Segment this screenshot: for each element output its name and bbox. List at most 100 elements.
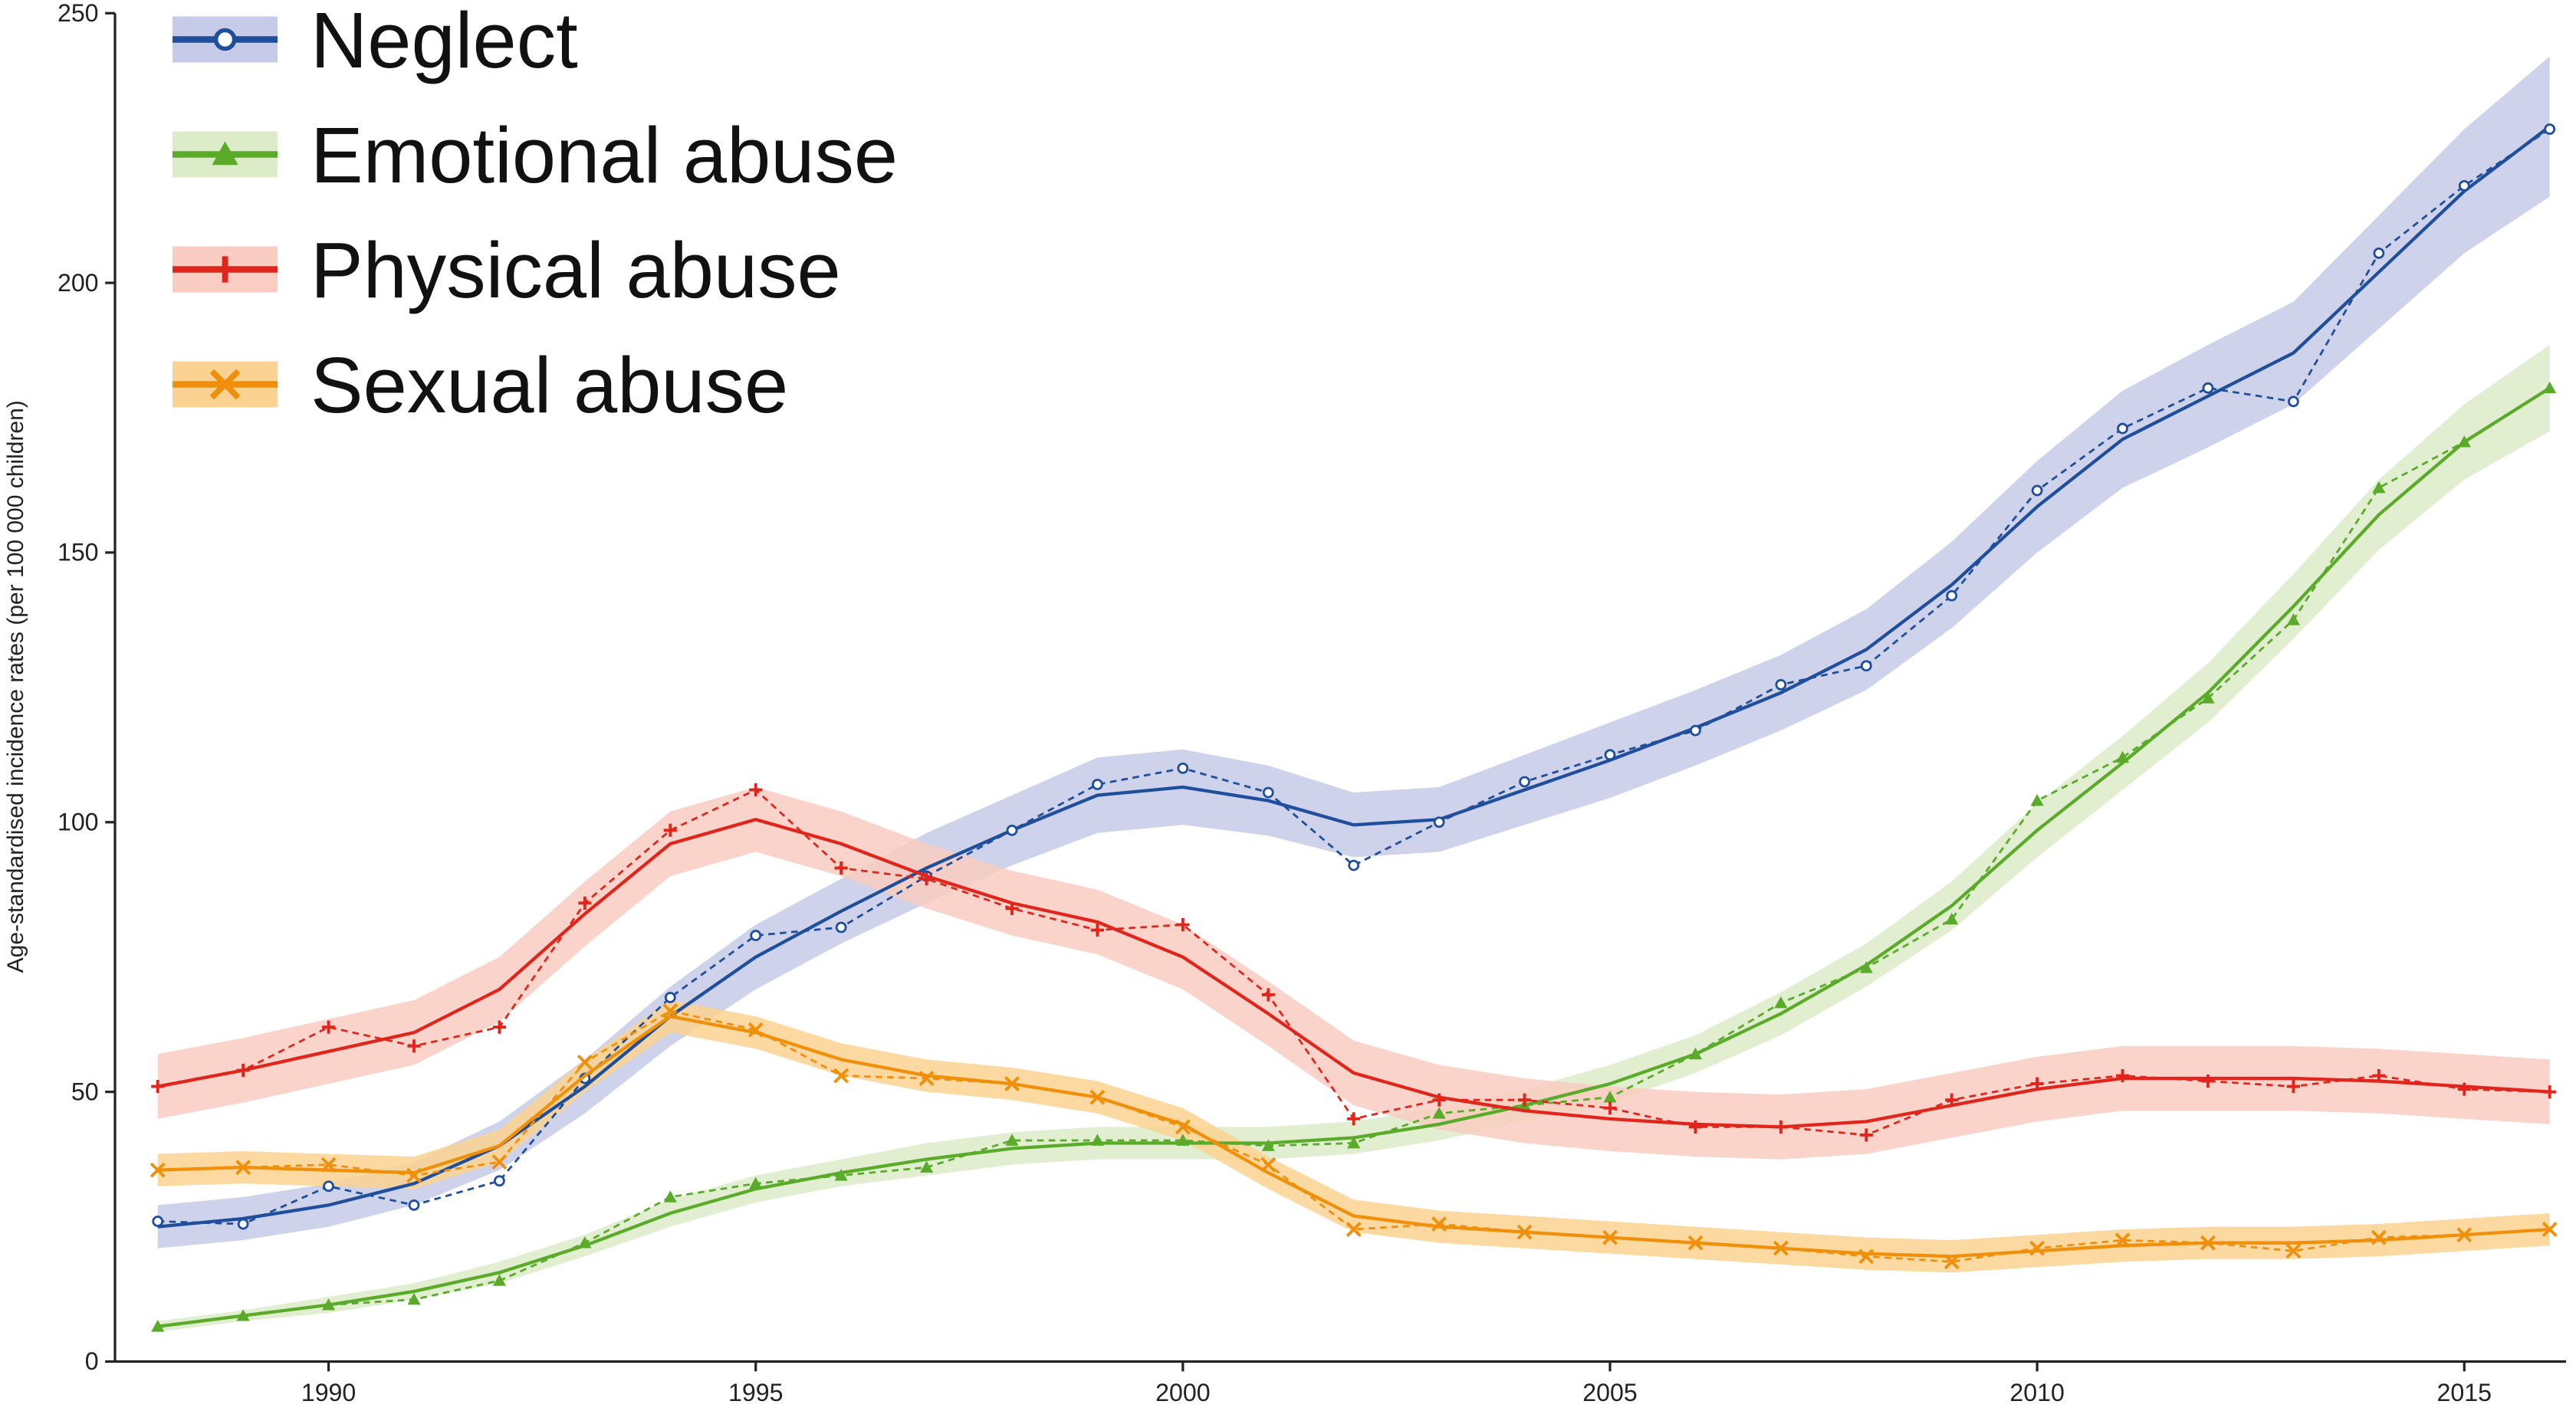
marker bbox=[2116, 750, 2130, 763]
marker bbox=[1602, 1229, 1618, 1245]
marker bbox=[1348, 859, 1360, 871]
marker bbox=[2201, 1074, 2215, 1088]
x-tick-label: 2000 bbox=[1155, 1379, 1210, 1406]
y-tick-label: 0 bbox=[85, 1347, 99, 1375]
uncertainty-band bbox=[157, 787, 2550, 1160]
marker bbox=[1260, 1157, 1276, 1173]
marker bbox=[833, 1068, 849, 1084]
marker bbox=[406, 1167, 422, 1183]
marker bbox=[2372, 481, 2386, 494]
marker bbox=[408, 1199, 420, 1211]
legend-label: Neglect bbox=[310, 0, 578, 84]
marker bbox=[2116, 1068, 2130, 1083]
legend-item: Physical abuse bbox=[172, 226, 841, 314]
legend-item: Neglect bbox=[172, 0, 578, 84]
marker bbox=[1347, 1112, 1361, 1126]
marker bbox=[1177, 763, 1189, 774]
observed-line bbox=[157, 128, 2551, 1225]
marker bbox=[664, 992, 676, 1003]
legend-label: Emotional abuse bbox=[310, 111, 898, 199]
x-tick-label: 1995 bbox=[728, 1379, 783, 1406]
marker bbox=[1089, 1089, 1106, 1105]
marker bbox=[750, 930, 762, 941]
marker bbox=[150, 1162, 166, 1178]
marker bbox=[1774, 1120, 1788, 1134]
legend-label: Physical abuse bbox=[310, 226, 841, 314]
marker bbox=[663, 823, 677, 837]
x-tick-label: 2005 bbox=[1582, 1379, 1637, 1406]
marker bbox=[407, 1293, 421, 1305]
marker bbox=[2117, 422, 2128, 435]
marker bbox=[663, 1190, 677, 1203]
marker bbox=[2544, 123, 2556, 135]
legend-marker bbox=[213, 28, 237, 51]
legend-item: Sexual abuse bbox=[172, 341, 788, 429]
marker bbox=[1519, 776, 1530, 788]
marker bbox=[1774, 996, 1788, 1009]
marker bbox=[1603, 1091, 1617, 1103]
marker bbox=[1858, 1248, 1875, 1265]
marker bbox=[1090, 923, 1104, 937]
observed-line bbox=[157, 1009, 2550, 1263]
y-tick-label: 250 bbox=[58, 0, 99, 27]
uncertainty-band bbox=[157, 1000, 2550, 1273]
marker bbox=[1859, 961, 1873, 973]
marker bbox=[322, 1298, 336, 1311]
marker bbox=[749, 1176, 763, 1189]
marker bbox=[1175, 1119, 1191, 1135]
marker bbox=[1518, 1093, 1532, 1107]
marker bbox=[2030, 794, 2044, 806]
marker bbox=[1859, 1128, 1873, 1142]
legend-marker bbox=[209, 369, 241, 400]
marker bbox=[1347, 1136, 1361, 1149]
marker bbox=[835, 921, 847, 933]
marker bbox=[320, 1157, 337, 1173]
estimate-line bbox=[157, 125, 2551, 1229]
marker bbox=[2202, 382, 2214, 394]
marker bbox=[918, 1071, 935, 1086]
marker bbox=[1004, 1076, 1020, 1092]
y-tick-label: 50 bbox=[71, 1078, 99, 1105]
legend-marker bbox=[212, 256, 238, 283]
marker bbox=[2288, 395, 2299, 408]
marker bbox=[2200, 1235, 2216, 1251]
marker bbox=[2457, 1082, 2471, 1096]
legend-label: Sexual abuse bbox=[310, 341, 788, 429]
marker bbox=[237, 1218, 249, 1230]
marker bbox=[2114, 1232, 2131, 1248]
x-tick-label: 2010 bbox=[2009, 1379, 2064, 1406]
marker bbox=[577, 1055, 593, 1070]
marker bbox=[578, 1236, 592, 1248]
marker bbox=[1090, 1134, 1104, 1146]
marker bbox=[322, 1020, 336, 1034]
marker bbox=[1773, 1240, 1789, 1256]
marker bbox=[1944, 1254, 1960, 1270]
marker bbox=[1860, 660, 1872, 672]
marker bbox=[494, 1175, 505, 1187]
marker bbox=[1433, 816, 1445, 828]
legend-marker bbox=[212, 141, 238, 166]
estimate-line bbox=[157, 818, 2550, 1129]
marker bbox=[491, 1154, 508, 1170]
marker bbox=[2285, 1243, 2302, 1259]
marker bbox=[236, 1309, 250, 1321]
marker bbox=[2543, 1085, 2557, 1099]
marker bbox=[1262, 786, 1274, 799]
marker bbox=[1176, 1134, 1190, 1146]
marker bbox=[151, 1320, 165, 1332]
marker bbox=[492, 1274, 506, 1286]
marker bbox=[2030, 1077, 2044, 1091]
marker bbox=[2286, 1080, 2300, 1094]
marker bbox=[1516, 1224, 1533, 1240]
marker bbox=[2458, 180, 2470, 192]
marker bbox=[2029, 1240, 2045, 1256]
marker bbox=[1775, 678, 1787, 691]
legend-item: Emotional abuse bbox=[172, 111, 898, 199]
marker bbox=[1176, 917, 1190, 932]
marker bbox=[662, 1003, 678, 1019]
marker bbox=[834, 1169, 848, 1181]
marker bbox=[407, 1039, 421, 1053]
marker bbox=[1604, 749, 1616, 761]
